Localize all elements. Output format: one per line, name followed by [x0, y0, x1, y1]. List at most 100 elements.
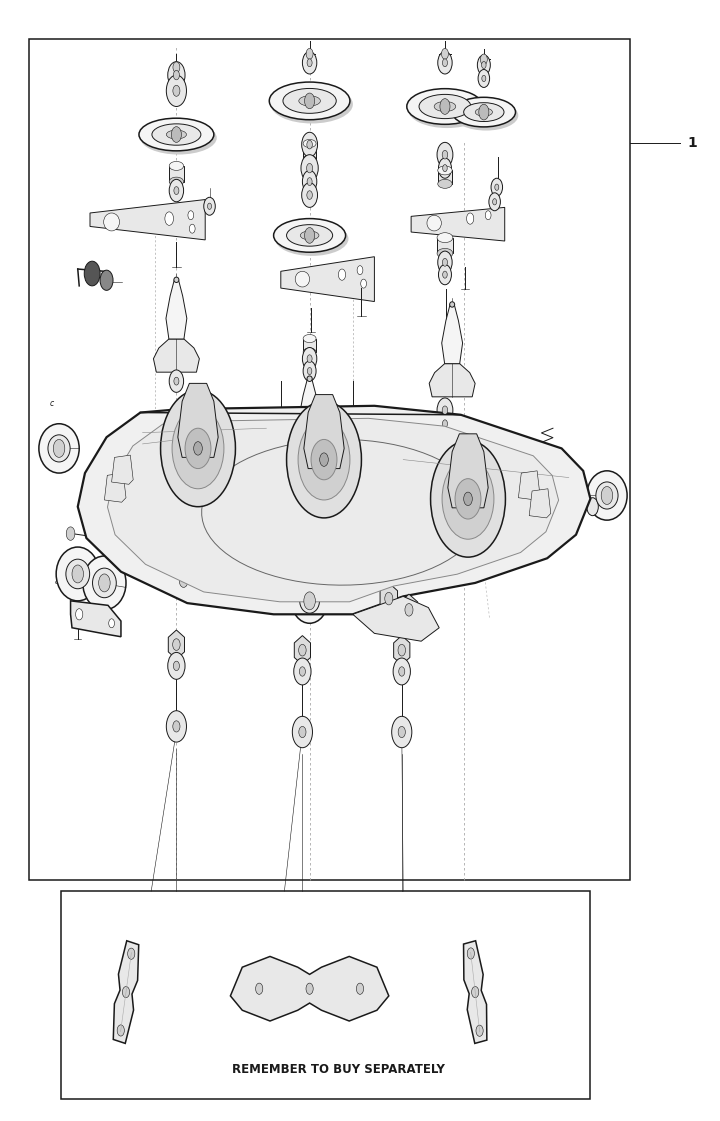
Circle shape	[189, 224, 195, 233]
Polygon shape	[353, 596, 439, 641]
Circle shape	[304, 592, 315, 610]
Circle shape	[307, 178, 312, 186]
Polygon shape	[104, 473, 126, 502]
Ellipse shape	[292, 578, 328, 623]
Circle shape	[495, 184, 499, 191]
Circle shape	[256, 983, 263, 994]
Polygon shape	[230, 956, 389, 1021]
Circle shape	[482, 75, 486, 82]
Circle shape	[302, 52, 317, 74]
Circle shape	[292, 716, 312, 748]
Circle shape	[587, 498, 598, 516]
Ellipse shape	[303, 334, 316, 343]
Bar	[169, 166, 184, 182]
Ellipse shape	[303, 155, 316, 164]
Ellipse shape	[300, 231, 319, 240]
Ellipse shape	[587, 471, 627, 520]
Circle shape	[166, 75, 186, 106]
Circle shape	[549, 491, 559, 507]
Circle shape	[117, 1025, 125, 1036]
Ellipse shape	[434, 102, 456, 111]
Circle shape	[442, 406, 448, 415]
Polygon shape	[90, 200, 205, 240]
Ellipse shape	[283, 89, 336, 113]
Polygon shape	[112, 455, 133, 484]
Circle shape	[443, 165, 447, 172]
Circle shape	[109, 619, 114, 628]
Circle shape	[476, 1025, 483, 1036]
Text: c: c	[300, 608, 305, 614]
Circle shape	[338, 269, 346, 280]
Ellipse shape	[454, 101, 518, 130]
Circle shape	[169, 179, 184, 202]
Circle shape	[308, 574, 320, 592]
Circle shape	[443, 271, 447, 278]
Ellipse shape	[271, 85, 353, 123]
Circle shape	[294, 658, 311, 685]
Polygon shape	[380, 583, 397, 614]
Text: REMEMBER TO BUY SEPARATELY: REMEMBER TO BUY SEPARATELY	[232, 1063, 445, 1076]
Circle shape	[307, 58, 312, 67]
Bar	[303, 143, 316, 159]
Circle shape	[174, 661, 179, 670]
Polygon shape	[166, 280, 187, 339]
Ellipse shape	[269, 82, 350, 120]
Ellipse shape	[419, 94, 471, 119]
Circle shape	[482, 62, 486, 68]
Circle shape	[171, 127, 181, 142]
Circle shape	[442, 258, 448, 266]
Circle shape	[431, 441, 505, 557]
Circle shape	[489, 193, 500, 211]
Circle shape	[305, 93, 315, 109]
Circle shape	[361, 279, 366, 288]
Polygon shape	[107, 418, 559, 602]
Ellipse shape	[437, 233, 453, 242]
Text: 1: 1	[688, 137, 698, 150]
Circle shape	[305, 228, 315, 243]
Polygon shape	[299, 379, 320, 439]
Circle shape	[172, 408, 224, 489]
Ellipse shape	[438, 166, 452, 175]
Circle shape	[442, 58, 448, 67]
Polygon shape	[442, 305, 462, 363]
Ellipse shape	[596, 482, 618, 509]
Circle shape	[204, 197, 215, 215]
Circle shape	[441, 48, 449, 59]
Circle shape	[168, 652, 185, 679]
Text: c: c	[44, 452, 48, 458]
Circle shape	[306, 48, 313, 59]
Circle shape	[188, 211, 194, 220]
Circle shape	[307, 140, 312, 149]
Polygon shape	[153, 339, 199, 372]
Circle shape	[455, 479, 481, 519]
Circle shape	[357, 266, 363, 275]
Circle shape	[320, 453, 328, 466]
Circle shape	[307, 191, 312, 200]
Ellipse shape	[92, 568, 116, 597]
Ellipse shape	[287, 224, 333, 247]
Circle shape	[384, 592, 393, 605]
Ellipse shape	[475, 108, 492, 117]
Circle shape	[442, 420, 448, 428]
Bar	[438, 170, 452, 184]
Circle shape	[84, 261, 100, 286]
Polygon shape	[529, 489, 551, 518]
Ellipse shape	[104, 213, 120, 231]
Ellipse shape	[166, 130, 186, 139]
Circle shape	[299, 645, 306, 656]
Circle shape	[438, 413, 452, 435]
Circle shape	[491, 178, 503, 196]
Circle shape	[303, 361, 316, 381]
Circle shape	[438, 52, 452, 74]
Circle shape	[99, 574, 110, 592]
Circle shape	[467, 213, 474, 224]
Circle shape	[299, 726, 306, 738]
Circle shape	[464, 492, 472, 506]
Circle shape	[298, 419, 350, 500]
Circle shape	[66, 527, 75, 540]
Circle shape	[437, 398, 453, 423]
Circle shape	[438, 251, 452, 274]
Circle shape	[302, 132, 318, 157]
Circle shape	[438, 427, 451, 447]
Ellipse shape	[438, 179, 452, 188]
